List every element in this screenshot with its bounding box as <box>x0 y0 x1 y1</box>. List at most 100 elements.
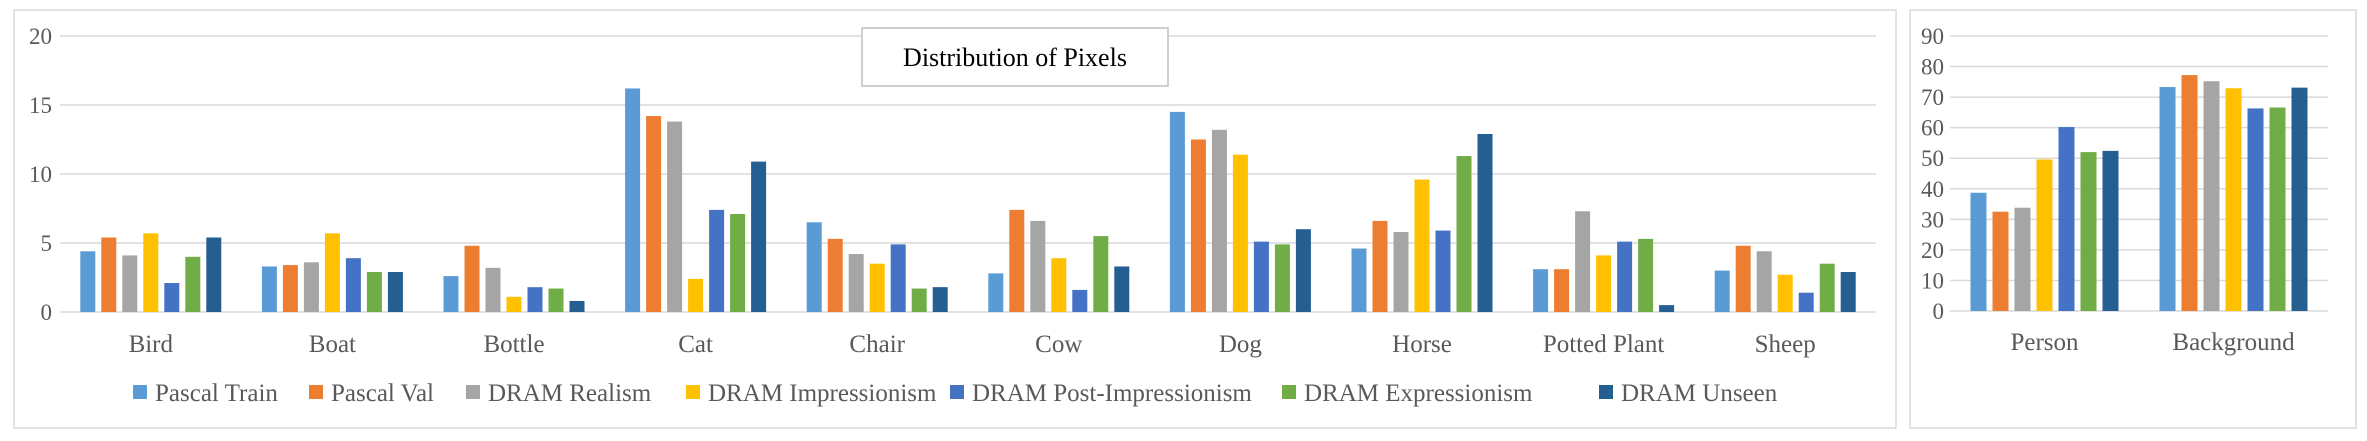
bar-person-pascal-val <box>1992 211 2009 311</box>
bar-background-dram-expressionism <box>2269 107 2286 311</box>
y-tick-label: 15 <box>29 93 52 118</box>
bar-person-pascal-train <box>1970 192 1987 311</box>
bar-bird-dram-expressionism <box>185 256 201 312</box>
bar-horse-dram-realism <box>1393 231 1409 312</box>
bar-chair-dram-realism <box>848 254 864 312</box>
left-chart-x-labels: Bird Boat Bottle Cat Chair Cow Dog Horse Potted … <box>129 331 1816 358</box>
bar-person-dram-post-impressionism <box>2058 127 2075 311</box>
bar-bottle-pascal-val <box>464 245 480 312</box>
bar-potted-plant-dram-unseen <box>1659 305 1675 312</box>
x-category-label: Person <box>2010 329 2079 356</box>
legend-swatch <box>309 385 323 399</box>
bar-cat-dram-unseen <box>751 161 767 312</box>
bar-bottle-dram-impressionism <box>506 296 522 312</box>
bar-cat-dram-expressionism <box>730 214 746 312</box>
bar-boat-dram-realism <box>303 262 319 312</box>
bar-horse-dram-expressionism <box>1456 156 1472 312</box>
y-tick-label: 0 <box>1933 299 1945 324</box>
bar-cat-pascal-val <box>646 116 662 312</box>
x-category-label: Boat <box>309 331 356 358</box>
y-tick-label: 30 <box>1921 207 1944 232</box>
y-tick-label: 20 <box>1921 238 1944 263</box>
legend-swatch <box>686 385 700 399</box>
bar-potted-plant-dram-impressionism <box>1596 255 1612 312</box>
bar-bottle-dram-expressionism <box>548 288 564 312</box>
bar-potted-plant-pascal-train <box>1533 269 1549 312</box>
bar-bird-dram-impressionism <box>143 233 159 312</box>
bar-sheep-dram-unseen <box>1840 271 1856 312</box>
bar-background-dram-post-impressionism <box>2247 108 2264 312</box>
bar-boat-dram-impressionism <box>324 233 340 312</box>
bar-horse-dram-impressionism <box>1414 179 1430 312</box>
bar-person-dram-expressionism <box>2080 152 2097 311</box>
y-tick-label: 20 <box>29 24 52 49</box>
legend-swatch <box>950 385 964 399</box>
bar-cow-dram-realism <box>1030 220 1046 312</box>
bar-chair-dram-expressionism <box>911 288 927 312</box>
right-chart-y-ticks: 0 10 20 30 40 50 60 70 80 90 <box>1921 24 1944 324</box>
legend-label: Pascal Train <box>155 380 278 407</box>
x-category-label: Cat <box>678 331 713 358</box>
y-tick-label: 5 <box>41 231 53 256</box>
bar-bottle-dram-post-impressionism <box>527 287 543 312</box>
bar-cow-dram-expressionism <box>1093 236 1109 312</box>
legend-label: DRAM Impressionism <box>708 380 937 407</box>
bar-dog-pascal-val <box>1190 139 1206 312</box>
bar-cow-dram-unseen <box>1114 266 1130 312</box>
bar-horse-dram-post-impressionism <box>1435 230 1451 312</box>
chart-title: Distribution of Pixels <box>903 43 1127 72</box>
right-chart-x-labels: Person Background <box>2010 329 2295 356</box>
bar-bottle-dram-unseen <box>569 300 585 312</box>
bar-dog-pascal-train <box>1169 111 1185 313</box>
bar-person-dram-realism <box>2014 207 2031 311</box>
y-tick-label: 60 <box>1921 116 1944 141</box>
bar-potted-plant-dram-post-impressionism <box>1617 241 1633 312</box>
bar-dog-dram-impressionism <box>1232 154 1248 312</box>
bar-person-dram-unseen <box>2102 150 2119 311</box>
bar-horse-dram-unseen <box>1477 133 1493 312</box>
bar-background-dram-impressionism <box>2225 88 2242 311</box>
bar-cow-dram-impressionism <box>1051 258 1067 312</box>
bar-cat-dram-realism <box>667 121 683 312</box>
legend-label: DRAM Post-Impressionism <box>972 380 1252 407</box>
bar-bird-dram-post-impressionism <box>164 283 180 312</box>
bar-bottle-pascal-train <box>443 276 459 312</box>
y-tick-label: 90 <box>1921 24 1944 49</box>
y-tick-label: 80 <box>1921 55 1944 80</box>
bar-chair-pascal-val <box>827 238 843 312</box>
bar-bottle-dram-realism <box>485 267 501 312</box>
right-chart-bars <box>1970 75 2308 312</box>
x-category-label: Horse <box>1392 331 1452 358</box>
bar-boat-dram-expressionism <box>366 271 382 312</box>
bar-chair-dram-post-impressionism <box>890 244 906 312</box>
legend-label: DRAM Realism <box>488 380 652 407</box>
right-chart-gridlines <box>1950 35 2328 312</box>
y-tick-label: 10 <box>29 162 52 187</box>
bar-bird-dram-unseen <box>206 237 222 312</box>
bar-dog-dram-unseen <box>1295 229 1311 312</box>
bar-background-dram-unseen <box>2291 87 2308 311</box>
x-category-label: Chair <box>849 331 905 358</box>
y-tick-label: 70 <box>1921 85 1944 110</box>
legend-swatch <box>133 385 147 399</box>
legend-label: DRAM Expressionism <box>1304 380 1533 407</box>
bar-dog-dram-post-impressionism <box>1253 241 1269 312</box>
bar-potted-plant-dram-expressionism <box>1638 238 1654 312</box>
legend-label: Pascal Val <box>331 380 434 407</box>
legend-label: DRAM Unseen <box>1621 380 1778 407</box>
bar-cat-pascal-train <box>625 88 641 312</box>
bar-bird-pascal-val <box>101 237 117 312</box>
x-category-label: Dog <box>1219 331 1263 358</box>
bar-potted-plant-dram-realism <box>1575 211 1591 312</box>
left-chart-bars <box>80 88 1856 313</box>
y-tick-label: 50 <box>1921 146 1944 171</box>
bar-cow-pascal-train <box>988 273 1004 312</box>
x-category-label: Sheep <box>1755 331 1816 358</box>
bar-cow-dram-post-impressionism <box>1072 289 1088 312</box>
y-tick-label: 40 <box>1921 177 1944 202</box>
bar-boat-pascal-val <box>282 265 298 312</box>
bar-sheep-pascal-train <box>1714 270 1730 312</box>
chart-title-box: Distribution of Pixels <box>861 27 1169 87</box>
bar-horse-pascal-val <box>1372 220 1388 312</box>
legend-swatch <box>466 385 480 399</box>
